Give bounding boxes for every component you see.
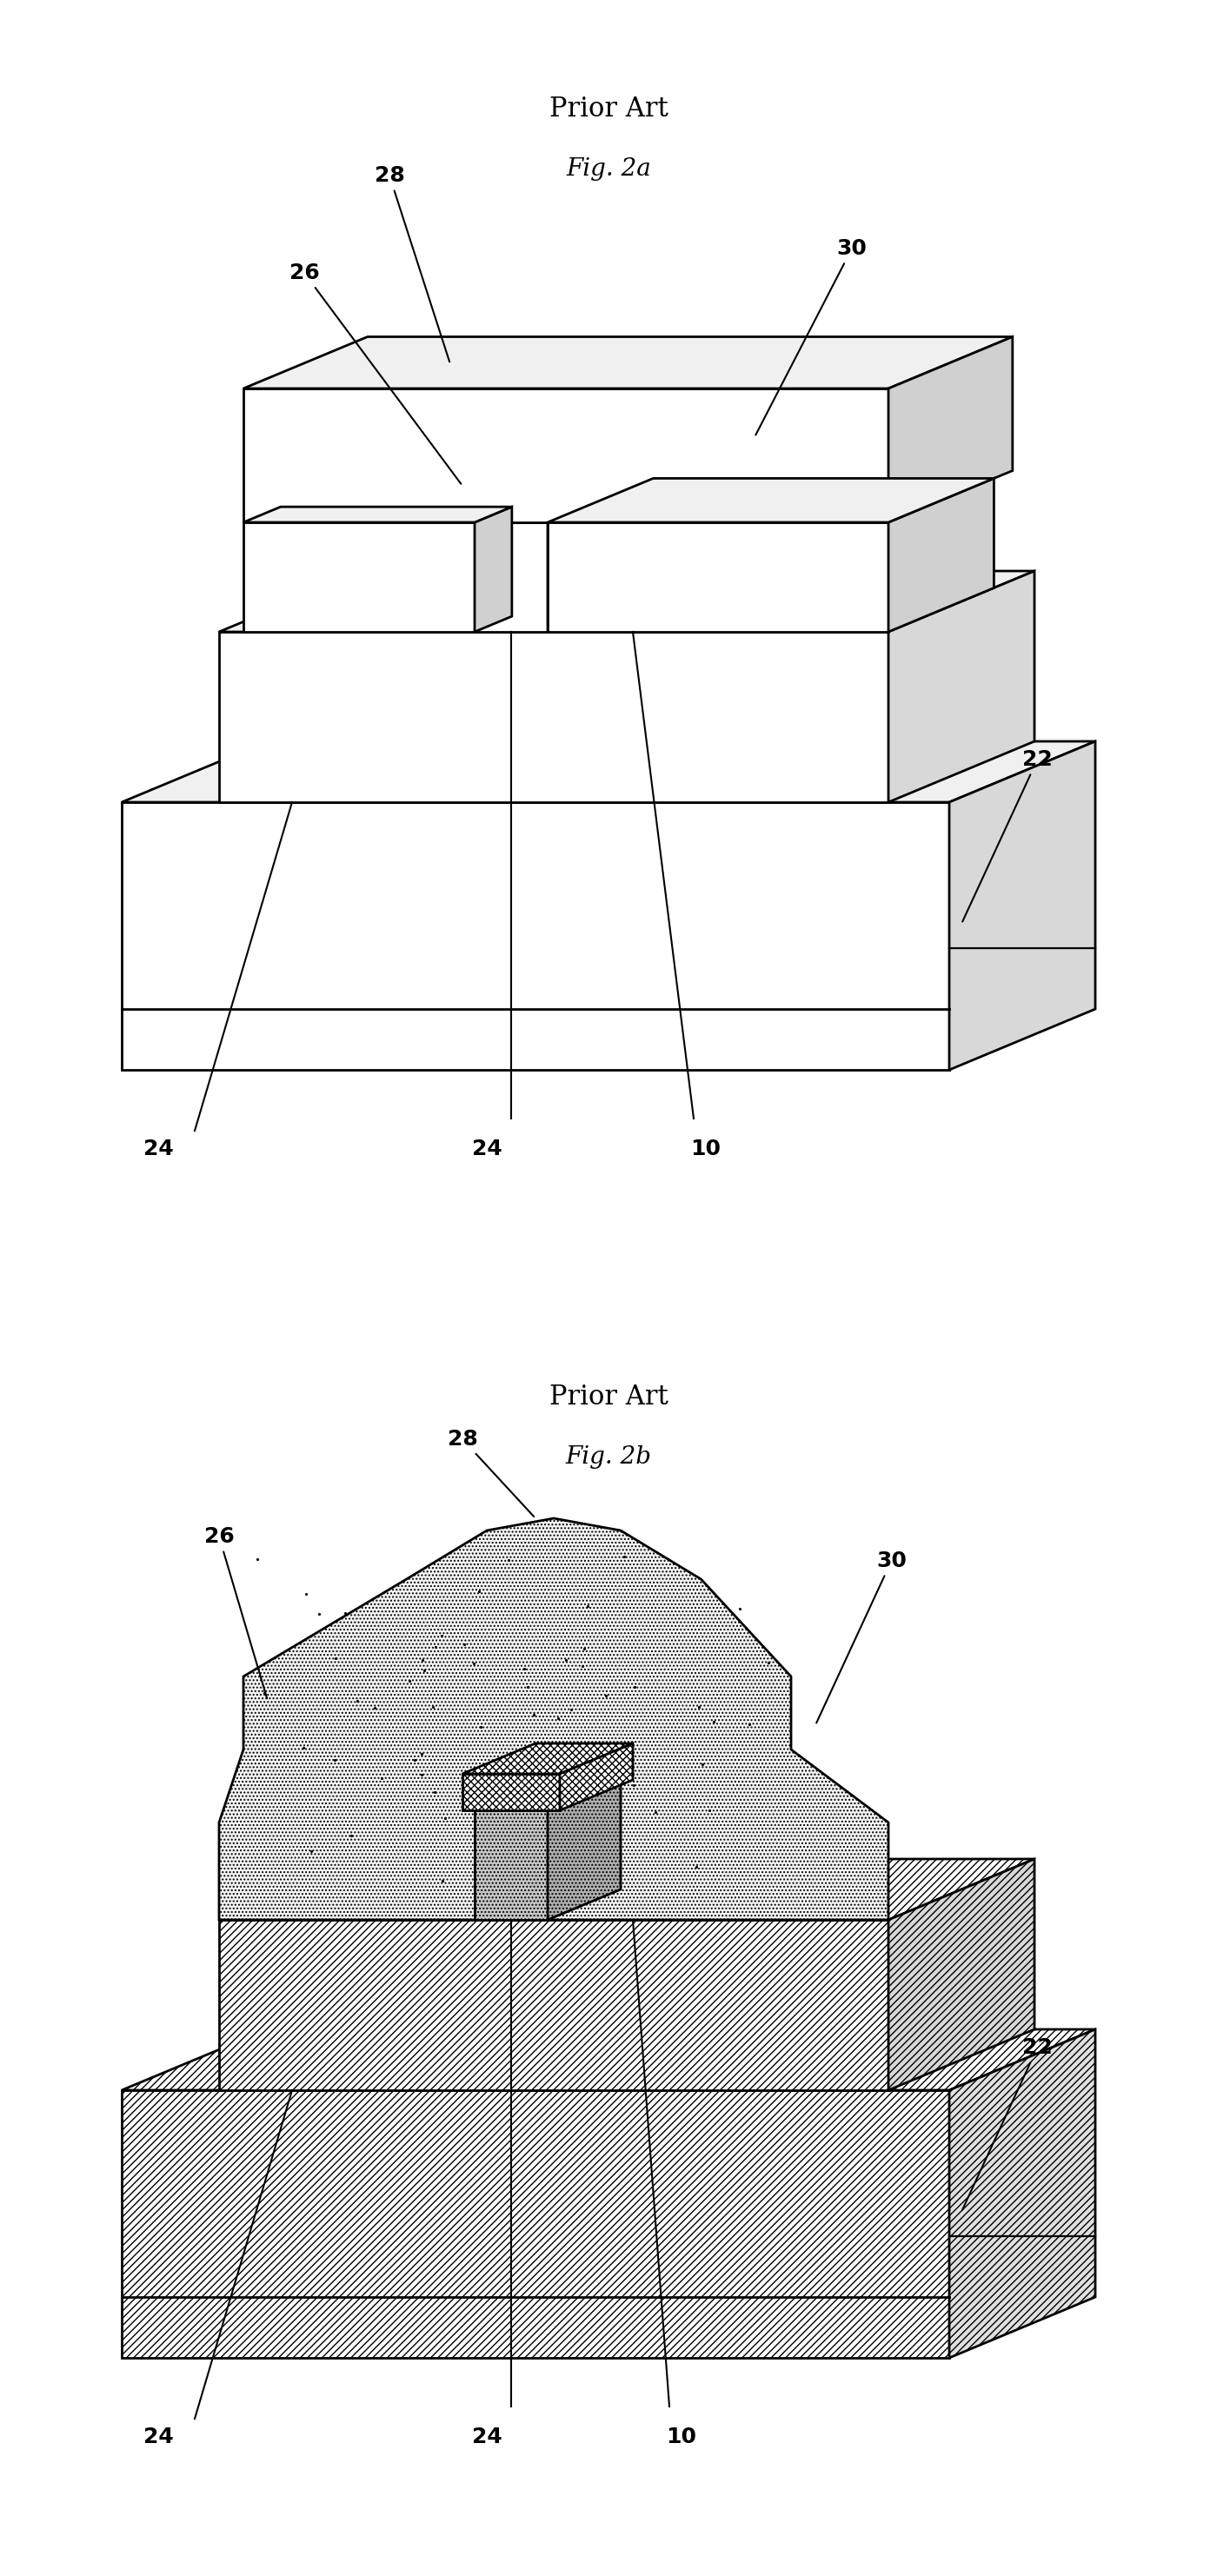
Polygon shape bbox=[219, 1919, 888, 2089]
Polygon shape bbox=[949, 2030, 1095, 2357]
Polygon shape bbox=[548, 1780, 621, 1919]
Polygon shape bbox=[548, 479, 994, 523]
Text: 24: 24 bbox=[472, 1139, 501, 1159]
Text: 26: 26 bbox=[290, 263, 461, 484]
Polygon shape bbox=[122, 801, 949, 1069]
Polygon shape bbox=[475, 507, 512, 631]
Polygon shape bbox=[475, 492, 621, 523]
Text: 22: 22 bbox=[963, 750, 1053, 922]
Text: 28: 28 bbox=[375, 165, 449, 361]
Polygon shape bbox=[888, 572, 1034, 801]
Polygon shape bbox=[219, 1517, 888, 1919]
Polygon shape bbox=[243, 523, 475, 631]
Polygon shape bbox=[548, 523, 888, 631]
Text: Fig. 2b: Fig. 2b bbox=[566, 1445, 651, 1468]
Polygon shape bbox=[219, 1860, 1034, 1919]
Text: 10: 10 bbox=[667, 2427, 696, 2447]
Text: 22: 22 bbox=[963, 2038, 1053, 2210]
Polygon shape bbox=[888, 337, 1013, 523]
Polygon shape bbox=[560, 1744, 633, 1811]
Text: Prior Art: Prior Art bbox=[549, 1383, 668, 1409]
Polygon shape bbox=[219, 572, 1034, 631]
Polygon shape bbox=[462, 1744, 633, 1775]
Polygon shape bbox=[243, 389, 888, 523]
Polygon shape bbox=[475, 1811, 548, 1919]
Polygon shape bbox=[243, 507, 512, 523]
Polygon shape bbox=[949, 742, 1095, 1069]
Text: Fig. 2a: Fig. 2a bbox=[566, 157, 651, 180]
Polygon shape bbox=[475, 523, 548, 631]
Text: 30: 30 bbox=[817, 1551, 907, 1723]
Text: 24: 24 bbox=[144, 2427, 173, 2447]
Text: 26: 26 bbox=[204, 1525, 267, 1698]
Text: 24: 24 bbox=[472, 2427, 501, 2447]
Polygon shape bbox=[122, 2089, 949, 2357]
Text: Prior Art: Prior Art bbox=[549, 95, 668, 121]
Polygon shape bbox=[462, 1775, 560, 1811]
Polygon shape bbox=[888, 1860, 1034, 2089]
Polygon shape bbox=[219, 631, 888, 801]
Polygon shape bbox=[888, 479, 994, 631]
Polygon shape bbox=[122, 742, 1095, 801]
Text: 10: 10 bbox=[691, 1139, 720, 1159]
Polygon shape bbox=[122, 2030, 1095, 2089]
Text: 28: 28 bbox=[448, 1430, 534, 1517]
Text: 30: 30 bbox=[756, 237, 867, 435]
Text: 24: 24 bbox=[144, 1139, 173, 1159]
Polygon shape bbox=[243, 337, 1013, 389]
Polygon shape bbox=[548, 492, 621, 631]
Polygon shape bbox=[475, 1780, 621, 1811]
